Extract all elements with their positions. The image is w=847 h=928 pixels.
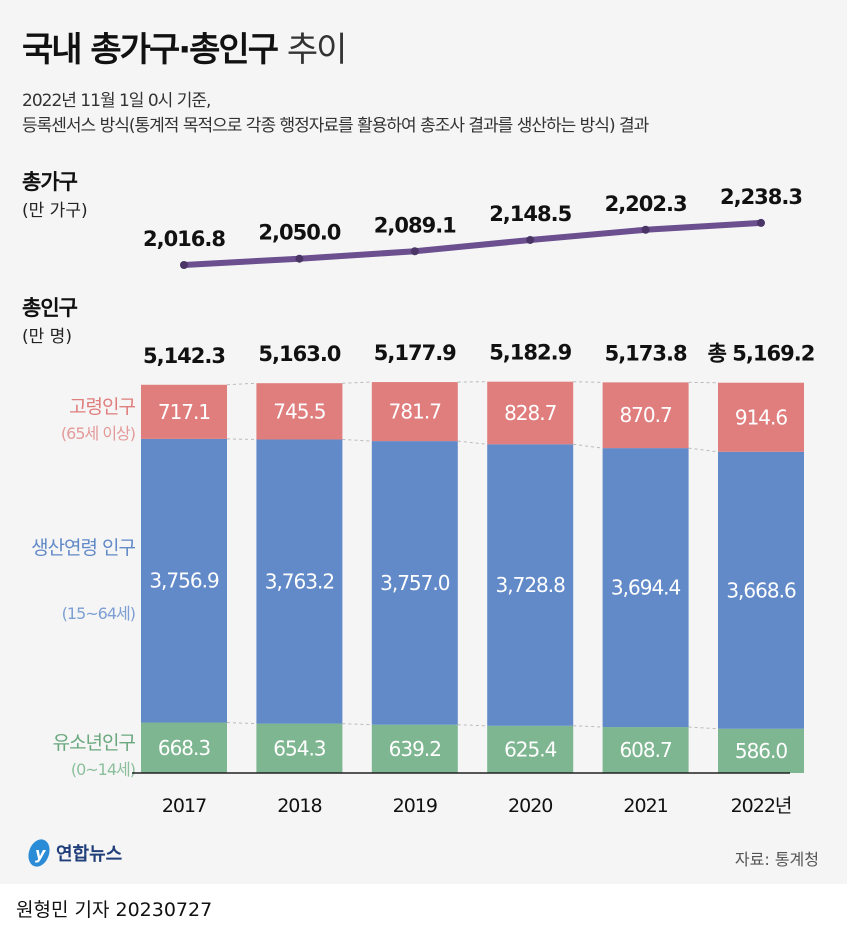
title-light: 추이 xyxy=(286,30,348,70)
households-point xyxy=(757,218,765,227)
title-bold: 국내 총가구·총인구 xyxy=(22,30,279,70)
legend-elderly: 고령인구 xyxy=(69,396,136,418)
x-tick-label: 2020 xyxy=(508,795,552,817)
total-label: 총 5,169.2 xyxy=(708,342,815,366)
bar-segment-elderly xyxy=(487,381,574,445)
x-tick-label: 2022년 xyxy=(731,795,792,817)
connector-line xyxy=(226,382,257,386)
bar-label-elderly: 745.5 xyxy=(273,399,325,423)
total-label: 5,163.0 xyxy=(258,342,340,366)
bar-label-youth: 608.7 xyxy=(619,738,672,762)
total-label: 5,173.8 xyxy=(605,341,687,365)
bar-label-youth: 668.3 xyxy=(158,736,211,760)
bar-label-elderly: 781.7 xyxy=(389,400,442,424)
population-title: 총인구 xyxy=(22,296,78,320)
households-label: 2,148.5 xyxy=(489,202,571,226)
bar-segment-youth xyxy=(718,728,804,773)
bar-label-elderly: 717.1 xyxy=(158,400,210,424)
connector-line xyxy=(342,438,372,442)
bar-segment-youth xyxy=(602,727,689,773)
x-tick-label: 2017 xyxy=(162,795,206,817)
byline: 원형민 기자 20230727 xyxy=(16,899,213,921)
bar-segment-elderly xyxy=(141,384,227,439)
bar-segment-youth xyxy=(256,723,343,773)
households-point xyxy=(526,235,535,244)
bar-segment-working xyxy=(256,439,343,724)
households-label: 2,238.3 xyxy=(720,185,802,209)
bar-segment-youth xyxy=(371,724,458,773)
bar-label-elderly: 870.7 xyxy=(619,403,672,427)
legend-elderly-sub: (65세 이상) xyxy=(60,424,136,443)
bar-label-elderly: 914.6 xyxy=(735,405,788,429)
households-line xyxy=(181,219,764,268)
households-point xyxy=(641,225,650,234)
households-label: 2,050.0 xyxy=(258,221,340,245)
bar-segment-elderly xyxy=(256,383,343,440)
legend-working-sub: (15~64세) xyxy=(61,604,136,623)
bar-segment-elderly xyxy=(602,382,689,449)
households-unit: (만 가구) xyxy=(22,201,88,221)
population-unit: (만 명) xyxy=(22,327,72,347)
logo-text: 연합뉴스 xyxy=(56,844,123,865)
bar-segment-elderly xyxy=(371,382,458,442)
bar-label-youth: 586.0 xyxy=(735,739,788,763)
bar-segment-youth xyxy=(141,722,227,773)
households-label: 2,202.3 xyxy=(605,192,687,216)
bar-segment-elderly xyxy=(718,382,804,452)
bar-label-working: 3,694.4 xyxy=(611,576,681,600)
subtitle-line-2: 등록센서스 방식(통계적 목적으로 각종 행정자료를 활용하여 총조사 결과를 … xyxy=(22,116,649,136)
connector-line xyxy=(688,447,719,453)
bar-label-youth: 639.2 xyxy=(389,737,441,761)
logo: y 연합뉴스 xyxy=(26,838,122,868)
bar-segment-working xyxy=(141,438,227,723)
legend-youth: 유소년인구 xyxy=(52,732,136,754)
bar-segment-working xyxy=(602,448,689,728)
connector-line xyxy=(457,440,488,445)
bar-label-working: 3,756.9 xyxy=(149,569,219,593)
bar-segment-youth xyxy=(487,725,574,773)
legend-working: 생산연령 인구 xyxy=(31,537,136,559)
connector-line xyxy=(342,381,372,384)
households-title: 총가구 xyxy=(22,170,78,194)
connector-line xyxy=(573,725,603,728)
subtitle-line-1: 2022년 11월 1일 0시 기준, xyxy=(22,91,211,111)
connector-line xyxy=(226,438,257,440)
connector-line xyxy=(688,726,719,730)
households-point xyxy=(410,247,419,256)
chart-title: 국내 총가구·총인구 추이 xyxy=(22,22,348,71)
connector-line xyxy=(573,443,603,449)
yonhap-logo-icon: y xyxy=(28,839,50,867)
source: 자료: 통계청 xyxy=(734,850,819,869)
legend-youth-sub: (0~14세) xyxy=(70,760,136,779)
households-point xyxy=(295,254,304,263)
bar-label-working: 3,668.6 xyxy=(726,578,796,602)
connector-line xyxy=(457,724,488,727)
bar-segment-working xyxy=(487,444,574,726)
bar-label-youth: 654.3 xyxy=(273,736,326,760)
chart-canvas: 2,016.8 2,050.0 2,089.1 2,148.5 2,202.3 2,238… xyxy=(132,185,815,817)
bar-label-working: 3,763.2 xyxy=(265,570,334,594)
x-tick-label: 2018 xyxy=(277,795,321,817)
total-label: 5,177.9 xyxy=(374,341,456,365)
connector-line xyxy=(342,723,372,726)
bar-label-youth: 625.4 xyxy=(504,737,557,761)
total-label: 5,142.3 xyxy=(143,344,225,368)
svg-text:y: y xyxy=(35,844,46,863)
connector-line xyxy=(226,722,257,725)
households-point xyxy=(180,261,188,269)
x-tick-label: 2019 xyxy=(393,795,437,817)
bar-label-elderly: 828.7 xyxy=(504,401,557,425)
bar-label-working: 3,728.8 xyxy=(496,573,566,597)
bar-segment-working xyxy=(718,451,804,729)
connector-line xyxy=(573,381,603,383)
x-tick-label: 2021 xyxy=(623,795,667,817)
total-label: 5,182.9 xyxy=(489,341,571,365)
households-label: 2,016.8 xyxy=(143,227,225,251)
households-label: 2,089.1 xyxy=(374,213,456,237)
bar-label-working: 3,757.0 xyxy=(380,571,450,595)
bar-segment-working xyxy=(371,441,458,725)
